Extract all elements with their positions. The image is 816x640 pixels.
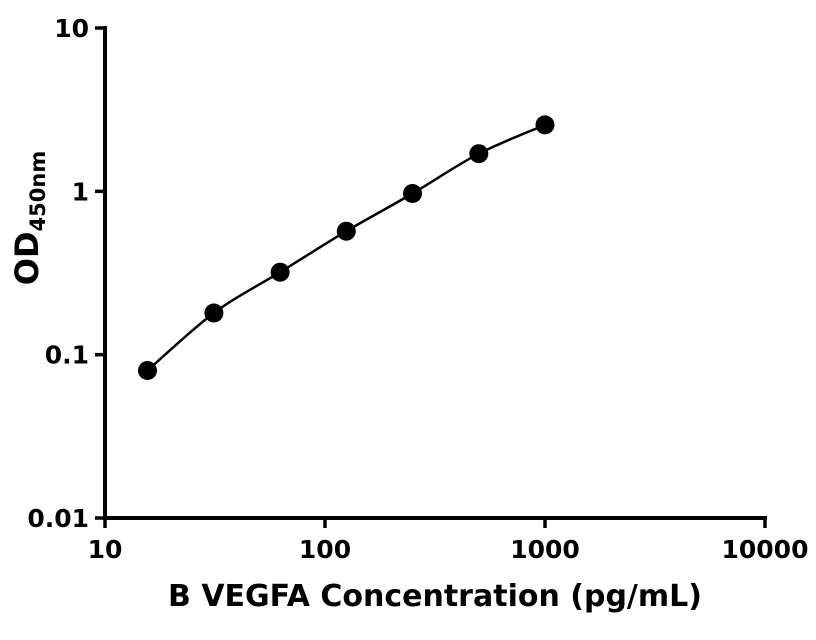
x-tick-label: 10 — [88, 535, 123, 564]
y-axis-title-subscript: 450nm — [26, 151, 50, 232]
data-point-marker — [270, 262, 290, 282]
y-tick-label: 10 — [54, 14, 89, 43]
y-tick-label: 1 — [72, 177, 89, 206]
y-tick-label: 0.1 — [45, 341, 89, 370]
x-tick-label: 1000 — [510, 535, 580, 564]
data-point-marker — [138, 361, 157, 380]
y-tick-label: 0.01 — [27, 504, 89, 533]
data-point-marker — [403, 184, 422, 203]
y-axis-title-main: OD — [8, 231, 46, 285]
data-point-marker — [336, 221, 356, 241]
data-point-marker — [204, 303, 224, 323]
x-tick-label: 100 — [299, 535, 351, 564]
fitted-curve-line — [146, 123, 546, 372]
axes-frame — [103, 26, 767, 520]
data-point-marker — [535, 115, 555, 135]
data-point-marker — [469, 144, 489, 164]
x-axis-title: B VEGFA Concentration (pg/mL) — [168, 579, 702, 614]
x-tick-label: 10000 — [722, 535, 809, 564]
y-axis-title: OD450nm — [8, 151, 50, 285]
